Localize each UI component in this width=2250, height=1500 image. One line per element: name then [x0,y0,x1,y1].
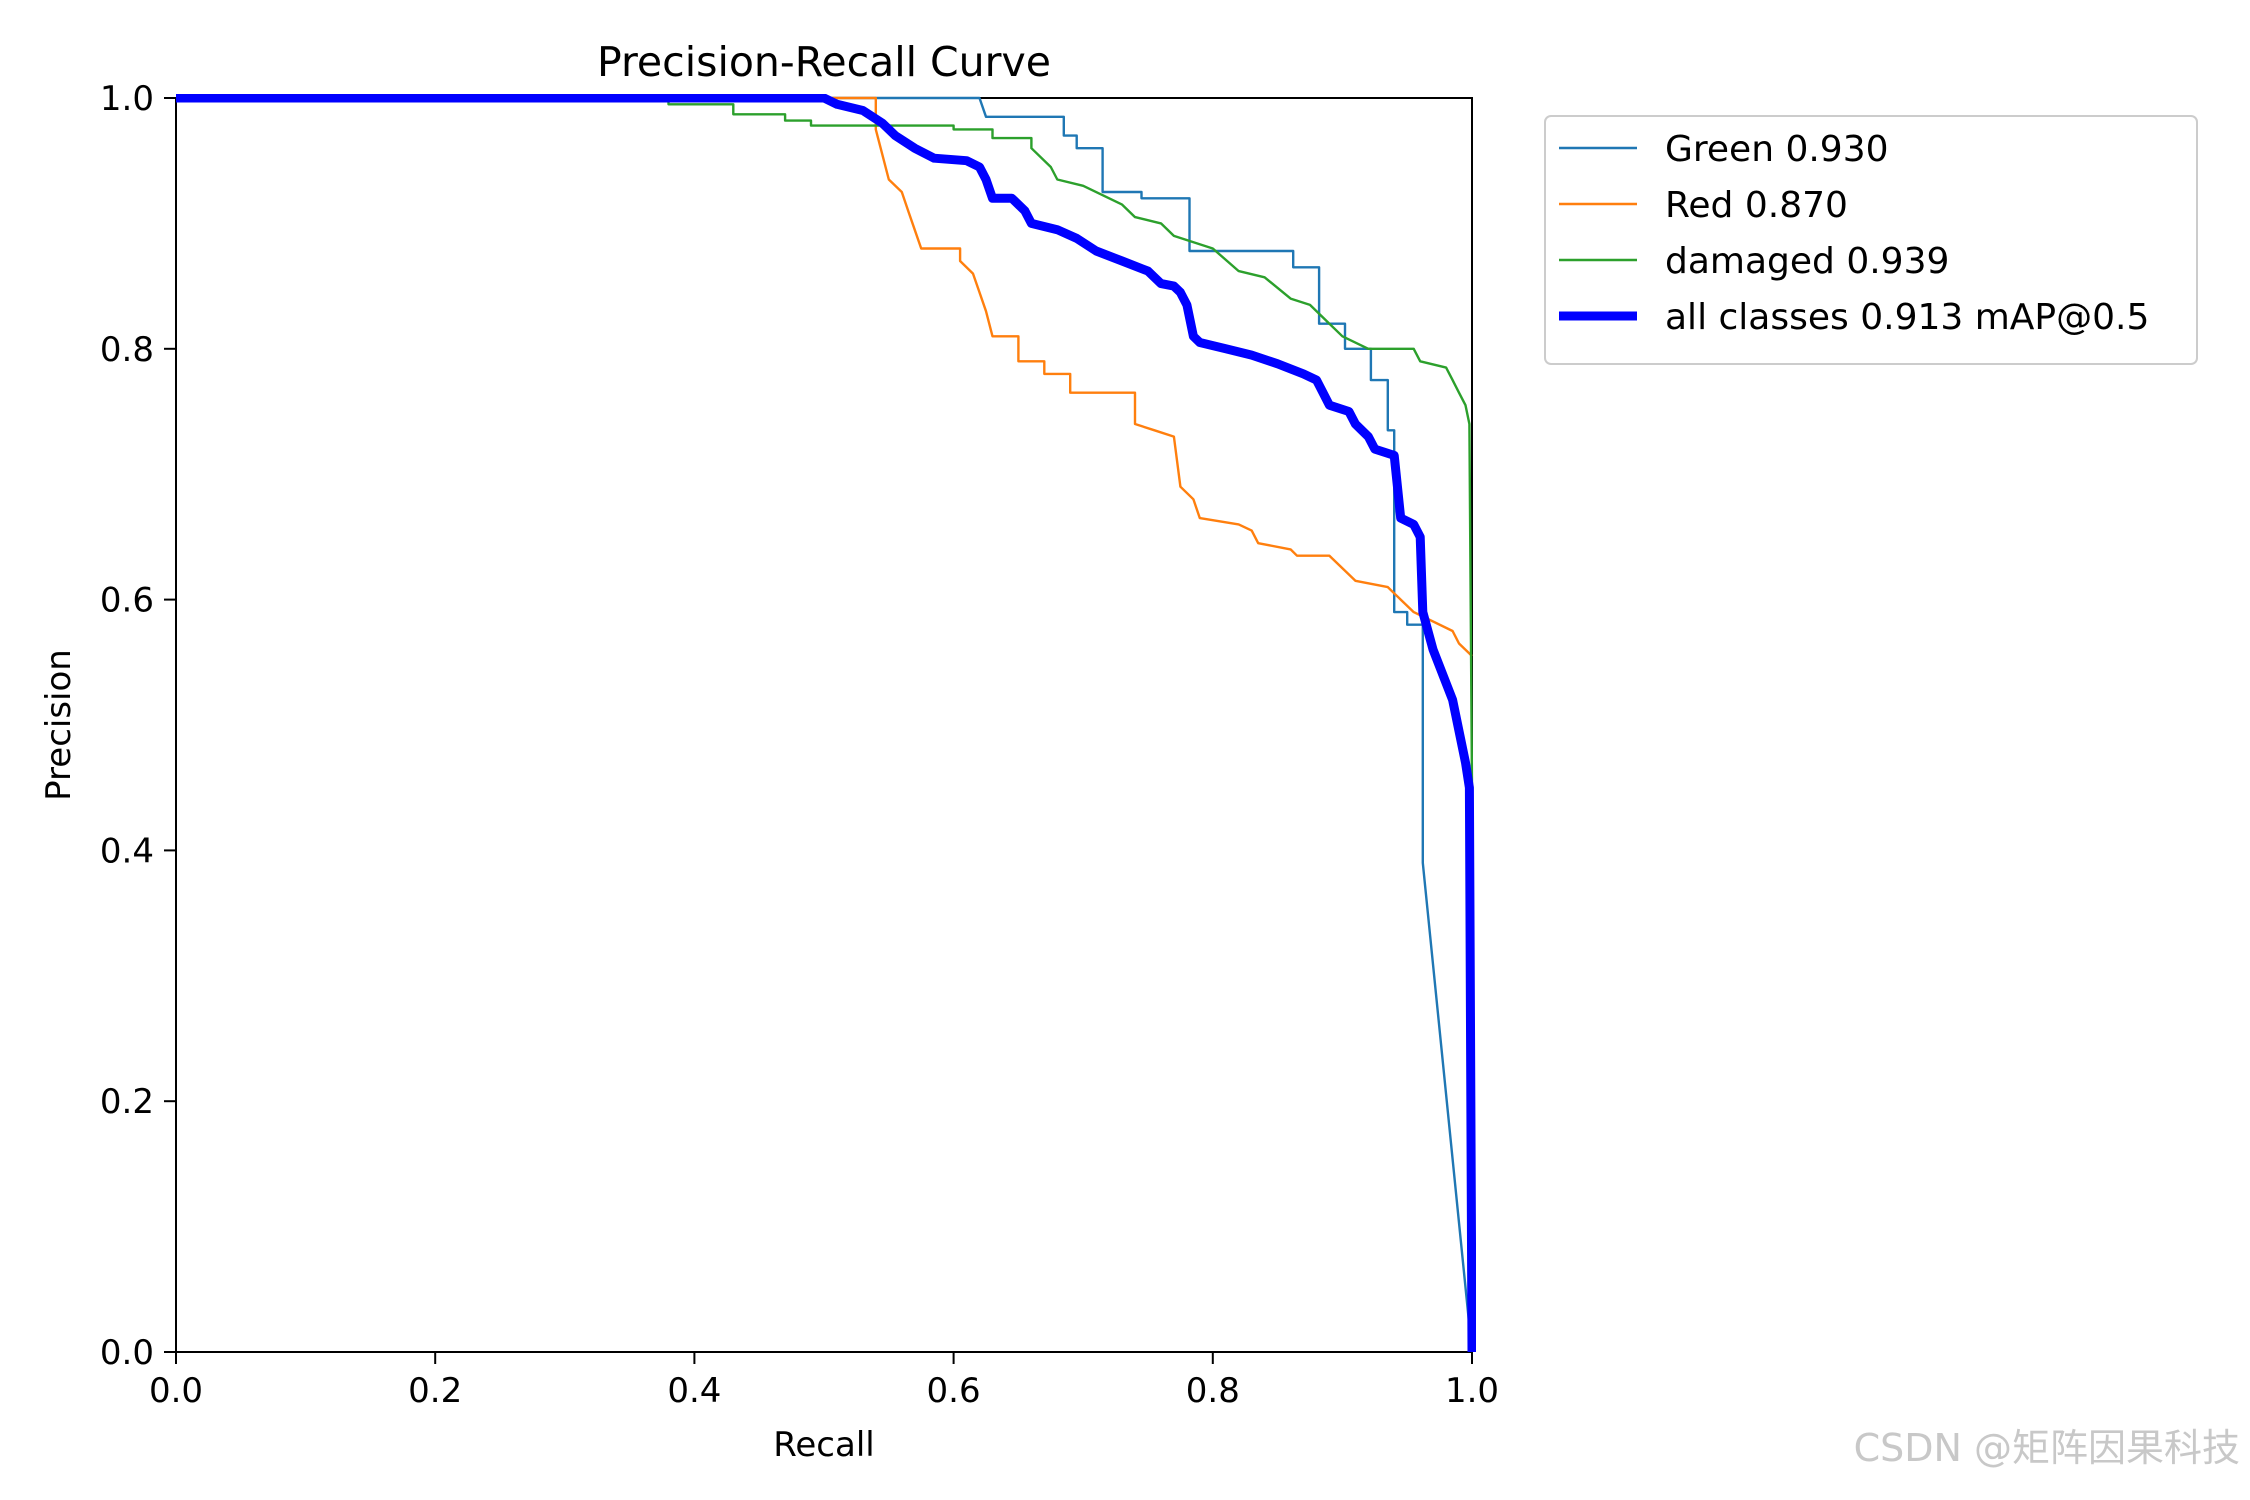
legend: Green 0.930 Red 0.870 damaged 0.939 all cla… [1544,115,2198,365]
y-tick-label: 1.0 [100,79,154,119]
x-tick-label: 0.8 [1186,1371,1240,1411]
series-line-1 [176,96,1473,657]
y-axis-ticks: 0.0 0.2 0.4 0.6 0.8 1.0 [100,79,176,1373]
legend-label: Green 0.930 [1665,129,1889,170]
legend-label: all classes 0.913 mAP@0.5 [1665,297,2149,338]
x-tick-label: 0.4 [667,1371,721,1411]
y-tick-label: 0.2 [100,1082,154,1122]
legend-box [1544,115,2198,365]
axes-frame [175,97,1473,1353]
series-group [176,94,1476,1353]
x-tick-label: 0.2 [408,1371,462,1411]
series-line-0 [176,96,1474,1353]
x-axis-ticks: 0.0 0.2 0.4 0.6 0.8 1.0 [149,1352,1499,1411]
chart-title: Precision-Recall Curve [597,38,1051,86]
x-tick-label: 1.0 [1445,1371,1499,1411]
x-tick-label: 0.0 [149,1371,203,1411]
plot-area [175,94,1476,1353]
y-tick-label: 0.4 [100,831,154,871]
x-axis-label: Recall [773,1425,874,1465]
y-tick-label: 0.6 [100,581,154,621]
legend-label: Red 0.870 [1665,185,1848,226]
series-line-3 [176,94,1476,1353]
y-tick-label: 0.0 [100,1333,154,1373]
series-line-2 [176,96,1474,788]
legend-label: damaged 0.939 [1665,241,1949,282]
y-axis-label: Precision [39,649,79,801]
x-tick-label: 0.6 [927,1371,981,1411]
watermark-text: CSDN @矩阵因果科技 [1853,1426,2240,1470]
y-tick-label: 0.8 [100,330,154,370]
